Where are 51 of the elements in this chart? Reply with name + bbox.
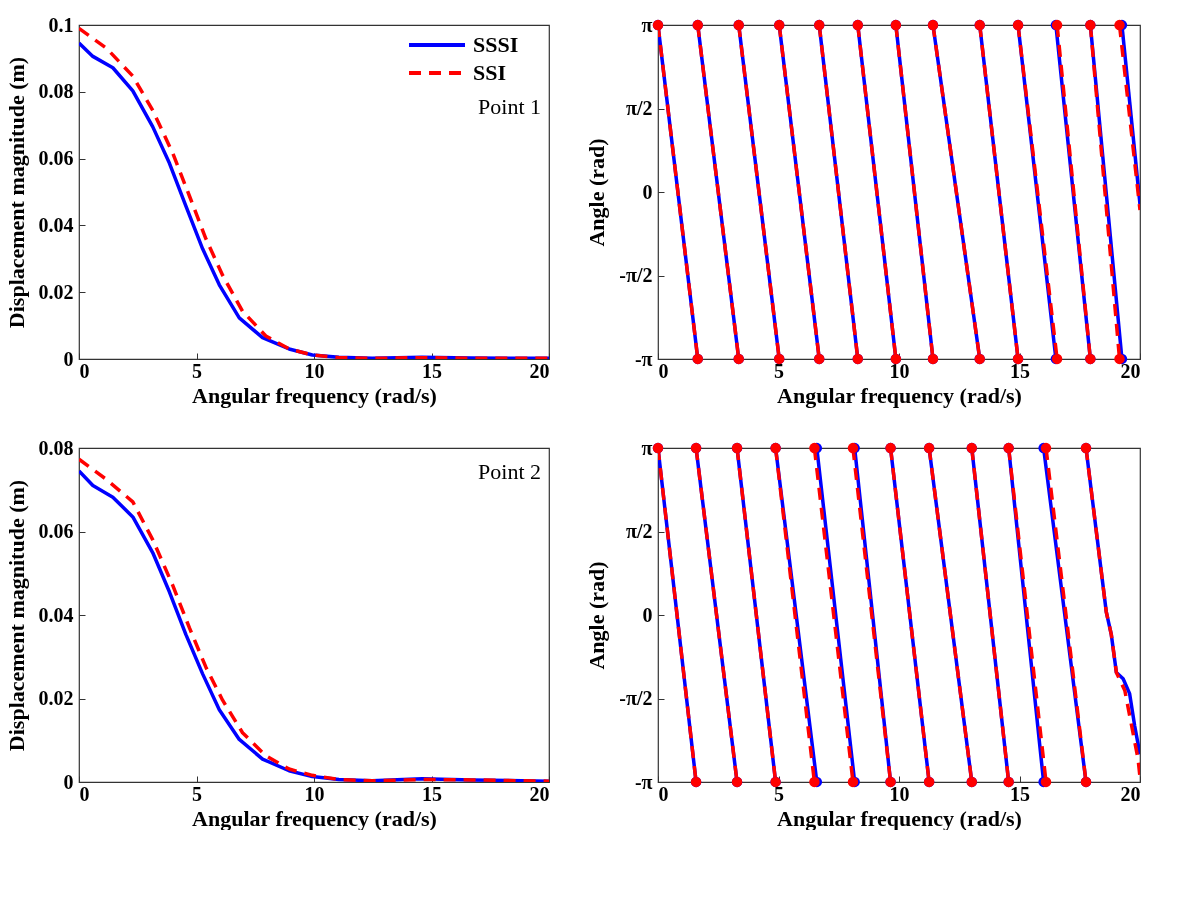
x-tick-label: 10: [889, 782, 910, 805]
y-tick-label: π: [641, 13, 653, 36]
x-tick-label: 0: [79, 359, 90, 382]
x-tick-label: 10: [304, 782, 325, 805]
y-tick-label: -π/2: [619, 264, 653, 286]
y-tick-label: 0: [642, 603, 653, 626]
y-tick-label: π: [641, 436, 653, 459]
y-tick-label: 0.04: [38, 603, 74, 626]
x-tick-label: 5: [774, 782, 784, 805]
x-axis-title: Angular frequency (rad/s): [777, 382, 1022, 408]
y-tick-label: 0.08: [38, 80, 74, 103]
y-tick-label: 0.06: [38, 147, 74, 170]
x-tick-label: 10: [304, 359, 325, 382]
x-tick-label: 5: [774, 359, 784, 382]
y-axis-title: Angle (rad): [584, 561, 610, 670]
x-tick-label: 10: [889, 359, 910, 382]
x-tick-label: 5: [192, 359, 202, 382]
y-axis-title: Angle (rad): [584, 138, 610, 247]
y-axis-title: Displacement magnitude (m): [3, 479, 29, 752]
x-tick-label: 5: [192, 782, 202, 805]
x-tick-label: 15: [422, 782, 442, 805]
y-tick-label: π/2: [625, 520, 653, 542]
annotation: Point 1: [478, 94, 541, 119]
y-tick-label: -π: [634, 770, 653, 793]
x-tick-label: 15: [1010, 782, 1030, 805]
x-tick-label: 20: [1120, 782, 1141, 805]
y-tick-label: 0.08: [38, 436, 74, 459]
x-tick-label: 20: [529, 359, 550, 382]
x-axis-title: Angular frequency (rad/s): [192, 382, 437, 408]
y-tick-label: 0.06: [38, 520, 74, 542]
y-tick-label: 0.04: [38, 213, 74, 236]
x-tick-label: 20: [1120, 359, 1141, 382]
x-tick-label: 15: [422, 359, 442, 382]
legend-label: SSI: [473, 60, 507, 85]
annotation: Point 2: [478, 459, 541, 484]
x-axis-title: Angular frequency (rad/s): [192, 805, 437, 831]
y-tick-label: -π: [634, 347, 653, 370]
x-axis-title: Angular frequency (rad/s): [777, 805, 1022, 831]
y-tick-label: 0.1: [48, 13, 74, 36]
x-tick-label: 15: [1010, 359, 1030, 382]
y-tick-label: -π/2: [619, 687, 653, 709]
x-tick-label: 0: [79, 782, 90, 805]
y-tick-label: 0: [642, 180, 653, 203]
y-tick-label: 0.02: [38, 280, 74, 303]
y-axis-title: Displacement magnitude (m): [3, 56, 29, 329]
y-tick-label: π/2: [625, 97, 653, 119]
x-tick-label: 20: [529, 782, 550, 805]
y-tick-label: 0.02: [38, 687, 74, 709]
x-tick-label: 0: [658, 782, 669, 805]
x-tick-label: 0: [658, 359, 669, 382]
legend-label: SSSI: [473, 32, 519, 57]
